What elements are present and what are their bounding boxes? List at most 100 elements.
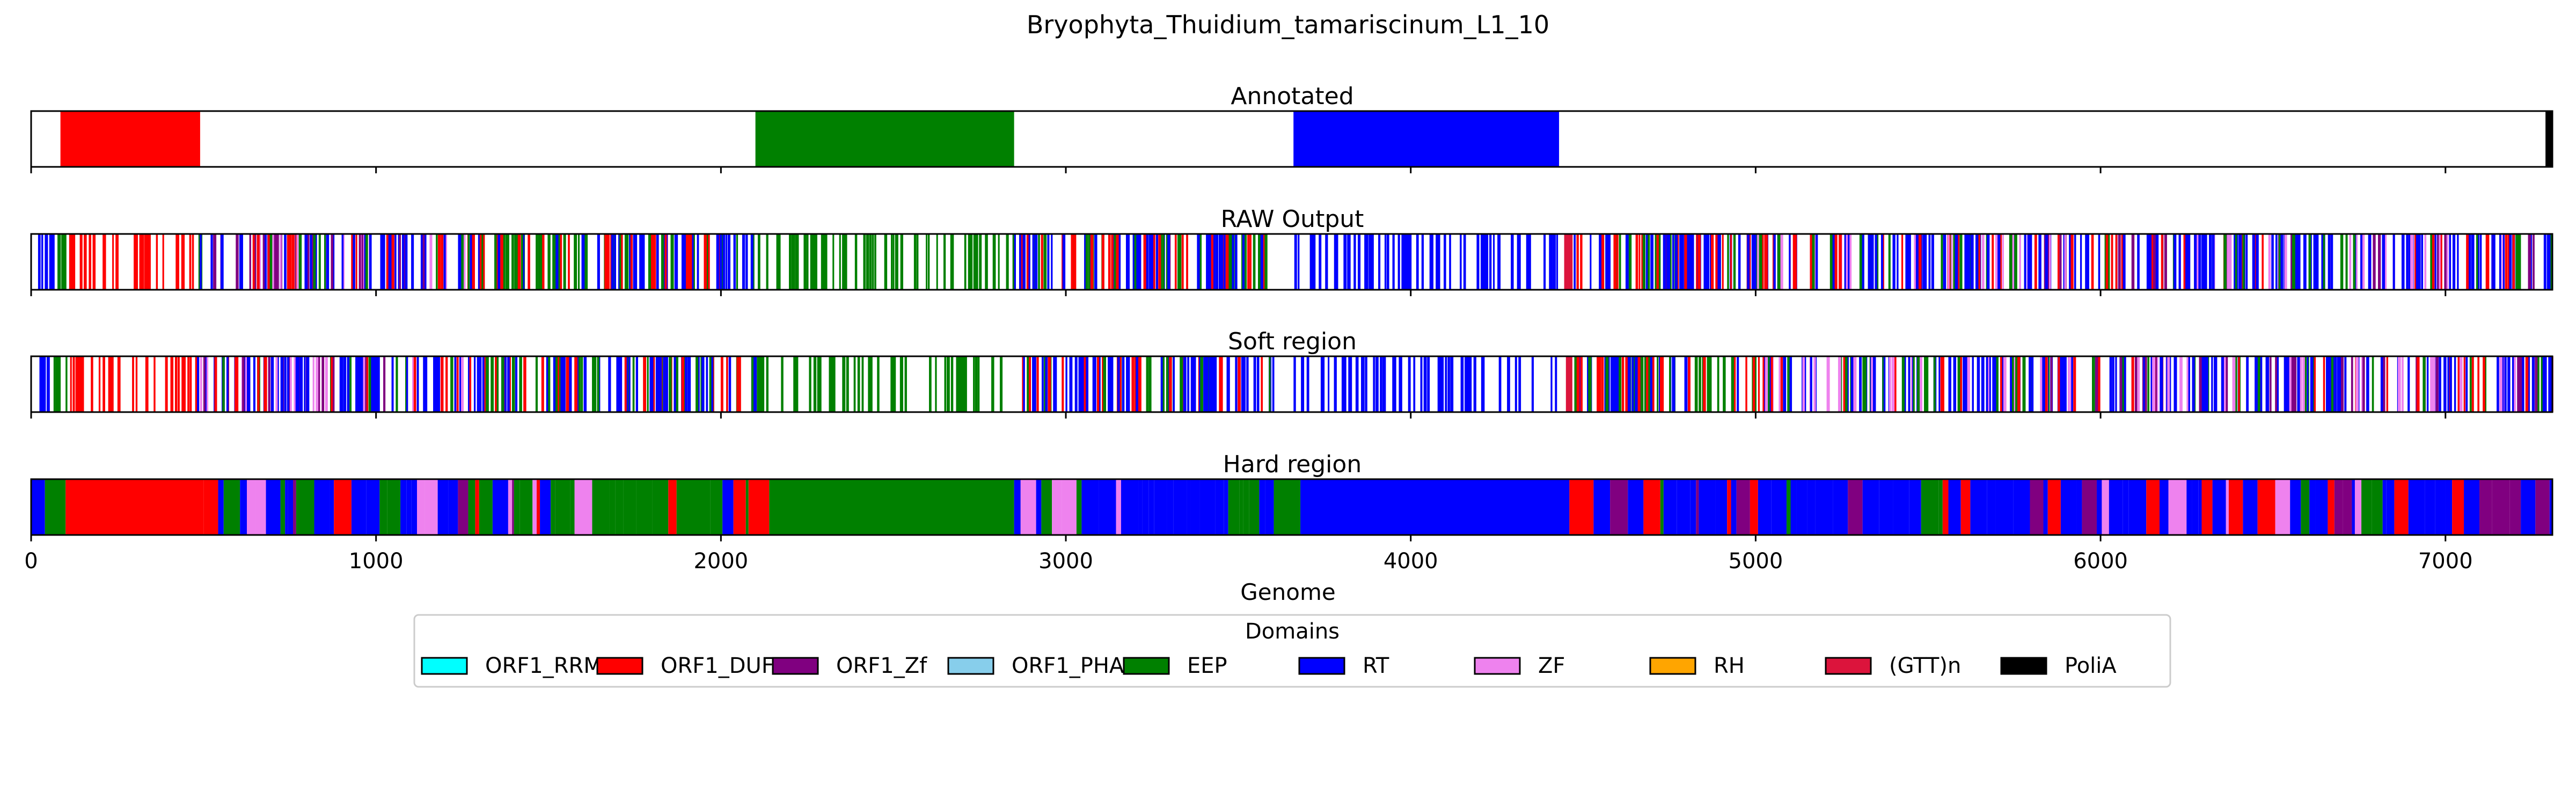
domain-mark-orf1_duf	[456, 356, 459, 412]
domain-mark-rt	[1403, 234, 1406, 290]
domain-mark-orf1_duf	[630, 234, 633, 290]
domain-mark-rt	[2311, 356, 2314, 412]
domain-mark-rt	[479, 356, 482, 412]
domain-mark-rt	[1214, 356, 1217, 412]
domain-block-orf1_duf	[334, 479, 352, 535]
domain-mark-zf	[1765, 356, 1768, 412]
domain-mark-orf1_duf	[183, 356, 186, 412]
domain-block-orf1_zf	[2492, 479, 2510, 535]
legend-item-orf1-pha: ORF1_PHA	[947, 654, 1124, 678]
domain-mark-eep	[1694, 356, 1698, 412]
domain-mark-orf1_duf	[517, 234, 521, 290]
domain-mark-rt	[1955, 234, 1958, 290]
domain-mark-eep	[1699, 356, 1701, 412]
domain-mark-orf1_duf	[1616, 234, 1619, 290]
domain-block-rt	[2043, 479, 2048, 535]
domain-mark-rt	[1871, 234, 1874, 290]
domain-mark-rt	[2087, 234, 2089, 290]
domain-mark-eep	[892, 234, 895, 290]
domain-mark-rt	[1032, 356, 1034, 412]
domain-block-rt	[2425, 479, 2435, 535]
domain-mark-zf	[2361, 234, 2364, 290]
domain-mark-orf1_duf	[1651, 356, 1655, 412]
domain-mark-rt	[247, 356, 250, 412]
domain-mark-eep	[1924, 356, 1927, 412]
domain-mark-orf1_duf	[144, 234, 148, 290]
domain-mark-rt	[1460, 356, 1464, 412]
domain-mark-orf1_duf	[111, 356, 114, 412]
domain-mark-rt	[2203, 356, 2205, 412]
domain-mark-orf1_zf	[2517, 356, 2520, 412]
domain-mark-eep	[669, 356, 672, 412]
domain-mark-zf	[1826, 356, 1830, 412]
domain-mark-orf1_duf	[79, 234, 83, 290]
domain-mark-eep	[1917, 356, 1920, 412]
domain-mark-zf	[359, 234, 363, 290]
domain-block-rt	[1121, 479, 1139, 535]
domain-mark-rt	[248, 356, 251, 412]
domain-mark-rt	[722, 234, 726, 290]
domain-mark-eep	[368, 356, 371, 412]
domain-mark-orf1_duf	[1108, 234, 1111, 290]
domain-mark-eep	[991, 356, 994, 412]
domain-mark-zf	[2069, 356, 2072, 412]
domain-block-eep	[223, 479, 240, 535]
domain-block-eep	[1660, 479, 1664, 535]
domain-mark-rt	[1498, 356, 1502, 412]
domain-mark-eep	[2012, 356, 2015, 412]
domain-block-eep	[592, 479, 610, 535]
domain-mark-rt	[477, 356, 479, 412]
domain-block-eep	[1786, 479, 1791, 535]
domain-block-orf1_zf	[512, 479, 514, 535]
domain-mark-rt	[2160, 356, 2163, 412]
domain-mark-orf1_duf	[441, 356, 444, 412]
domain-mark-orf1_duf	[1656, 234, 1659, 290]
legend-label: RH	[1714, 654, 1745, 678]
domain-mark-orf1_duf	[72, 356, 75, 412]
x-tick-label: 6000	[2073, 549, 2128, 574]
domain-mark-rt	[719, 234, 722, 290]
domain-mark-rt	[2439, 356, 2441, 412]
domain-mark-orf1_duf	[112, 234, 114, 290]
domain-mark-eep	[511, 234, 514, 290]
domain-mark-eep	[1829, 234, 1833, 290]
domain-block-zf	[2168, 479, 2187, 535]
domain-block-rt	[351, 479, 367, 535]
domain-mark-rt	[1437, 234, 1440, 290]
domain-block-eep	[555, 479, 570, 535]
domain-mark-zf	[1848, 234, 1851, 290]
domain-mark-rt	[1964, 356, 1967, 412]
domain-mark-zf	[296, 234, 299, 290]
domain-mark-eep	[1864, 356, 1867, 412]
domain-mark-orf1_duf	[1263, 234, 1265, 290]
domain-mark-rt	[1672, 356, 1675, 412]
domain-mark-rt	[2148, 234, 2152, 290]
domain-mark-eep	[867, 234, 869, 290]
domain-mark-orf1_duf	[2457, 356, 2461, 412]
domain-mark-orf1_duf	[1687, 356, 1690, 412]
domain-mark-eep	[1162, 234, 1165, 290]
domain-block-eep	[745, 479, 749, 535]
domain-mark-rt	[2382, 234, 2385, 290]
domain-mark-rt	[1373, 356, 1375, 412]
domain-mark-rt	[728, 356, 731, 412]
domain-mark-rt	[1915, 234, 1917, 290]
domain-mark-eep	[824, 234, 828, 290]
domain-mark-rt	[2499, 234, 2501, 290]
domain-mark-orf1_duf	[2483, 356, 2485, 412]
domain-mark-eep	[810, 234, 813, 290]
domain-block-rt	[722, 479, 734, 535]
domain-mark-rt	[1931, 234, 1934, 290]
domain-mark-eep	[2279, 234, 2282, 290]
domain-mark-rt	[1615, 356, 1619, 412]
domain-mark-eep	[2518, 234, 2521, 290]
domain-mark-rt	[1062, 234, 1066, 290]
domain-mark-eep	[1605, 356, 1609, 412]
domain-mark-orf1_duf	[1637, 356, 1641, 412]
domain-mark-orf1_duf	[291, 234, 295, 290]
domain-block-eep	[652, 479, 669, 535]
domain-mark-orf1_duf	[1761, 234, 1764, 290]
domain-mark-eep	[874, 234, 876, 290]
domain-mark-orf1_zf	[2528, 234, 2531, 290]
domain-mark-rt	[1371, 234, 1373, 290]
